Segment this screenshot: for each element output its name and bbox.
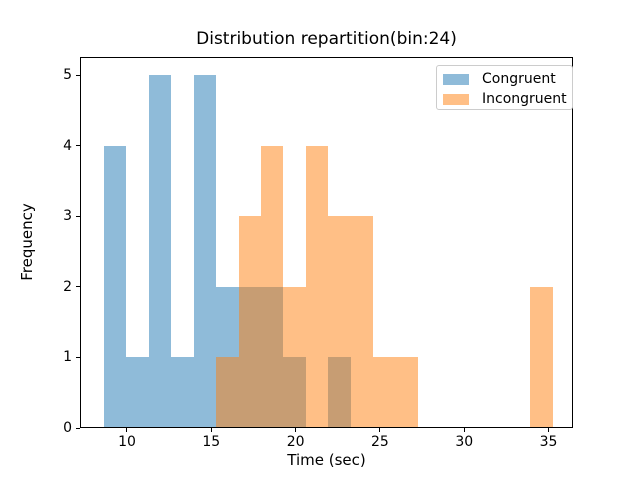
histogram-bar-congruent-0 [103, 145, 127, 428]
y-tick-label-1: 1 [63, 349, 72, 366]
x-axis-label: Time (sec) [287, 451, 366, 469]
x-tick-label-35: 35 [539, 434, 558, 450]
x-tick-label-10: 10 [118, 434, 136, 450]
x-tick-label-25: 25 [371, 434, 389, 450]
x-tick-30 [463, 428, 465, 432]
x-tick-20 [295, 428, 297, 432]
histogram-bar-incongruent-5 [216, 357, 239, 428]
legend-swatch-incongruent [443, 94, 469, 105]
y-tick-0 [76, 427, 80, 429]
histogram-bar-incongruent-8 [283, 286, 306, 428]
y-tick-label-4: 4 [63, 137, 72, 154]
chart-title: Distribution repartition(bin:24) [196, 29, 457, 49]
histogram-bar-incongruent-12 [373, 357, 396, 428]
histogram-bar-congruent-1 [126, 357, 149, 428]
legend-swatch-congruent [443, 74, 469, 85]
y-tick-label-5: 5 [63, 67, 72, 84]
y-tick-5 [76, 74, 80, 76]
histogram-bar-incongruent-11 [350, 216, 374, 428]
legend-item-congruent: Congruent [443, 71, 572, 88]
histogram-bar-incongruent-13 [395, 357, 419, 428]
histogram-bar-incongruent-6 [238, 216, 262, 428]
y-tick-4 [76, 145, 80, 147]
y-tick-2 [76, 286, 80, 288]
histogram-bar-congruent-4 [193, 75, 217, 428]
x-tick-label-15: 15 [202, 434, 221, 450]
y-tick-label-0: 0 [63, 420, 72, 436]
y-tick-3 [76, 215, 80, 217]
x-tick-label-20: 20 [286, 434, 305, 450]
histogram-bar-incongruent-9 [305, 145, 329, 428]
legend-item-incongruent: Incongruent [443, 91, 572, 108]
legend-label-congruent: Congruent [482, 71, 556, 87]
x-tick-10 [126, 428, 128, 432]
histogram-bar-incongruent-10 [328, 216, 351, 428]
histogram-bar-congruent-3 [171, 357, 194, 428]
x-tick-25 [379, 428, 381, 432]
legend-label-incongruent: Incongruent [482, 91, 567, 107]
histogram-bar-incongruent-19 [530, 286, 553, 428]
y-tick-label-2: 2 [63, 278, 72, 295]
legend: Congruent Incongruent [436, 65, 573, 110]
x-tick-label-30: 30 [455, 434, 474, 450]
x-tick-15 [210, 428, 212, 432]
x-tick-35 [548, 428, 550, 432]
histogram-bar-congruent-2 [148, 75, 172, 428]
y-tick-1 [76, 356, 80, 358]
histogram-bar-incongruent-7 [261, 145, 284, 428]
y-tick-label-3: 3 [63, 208, 72, 225]
